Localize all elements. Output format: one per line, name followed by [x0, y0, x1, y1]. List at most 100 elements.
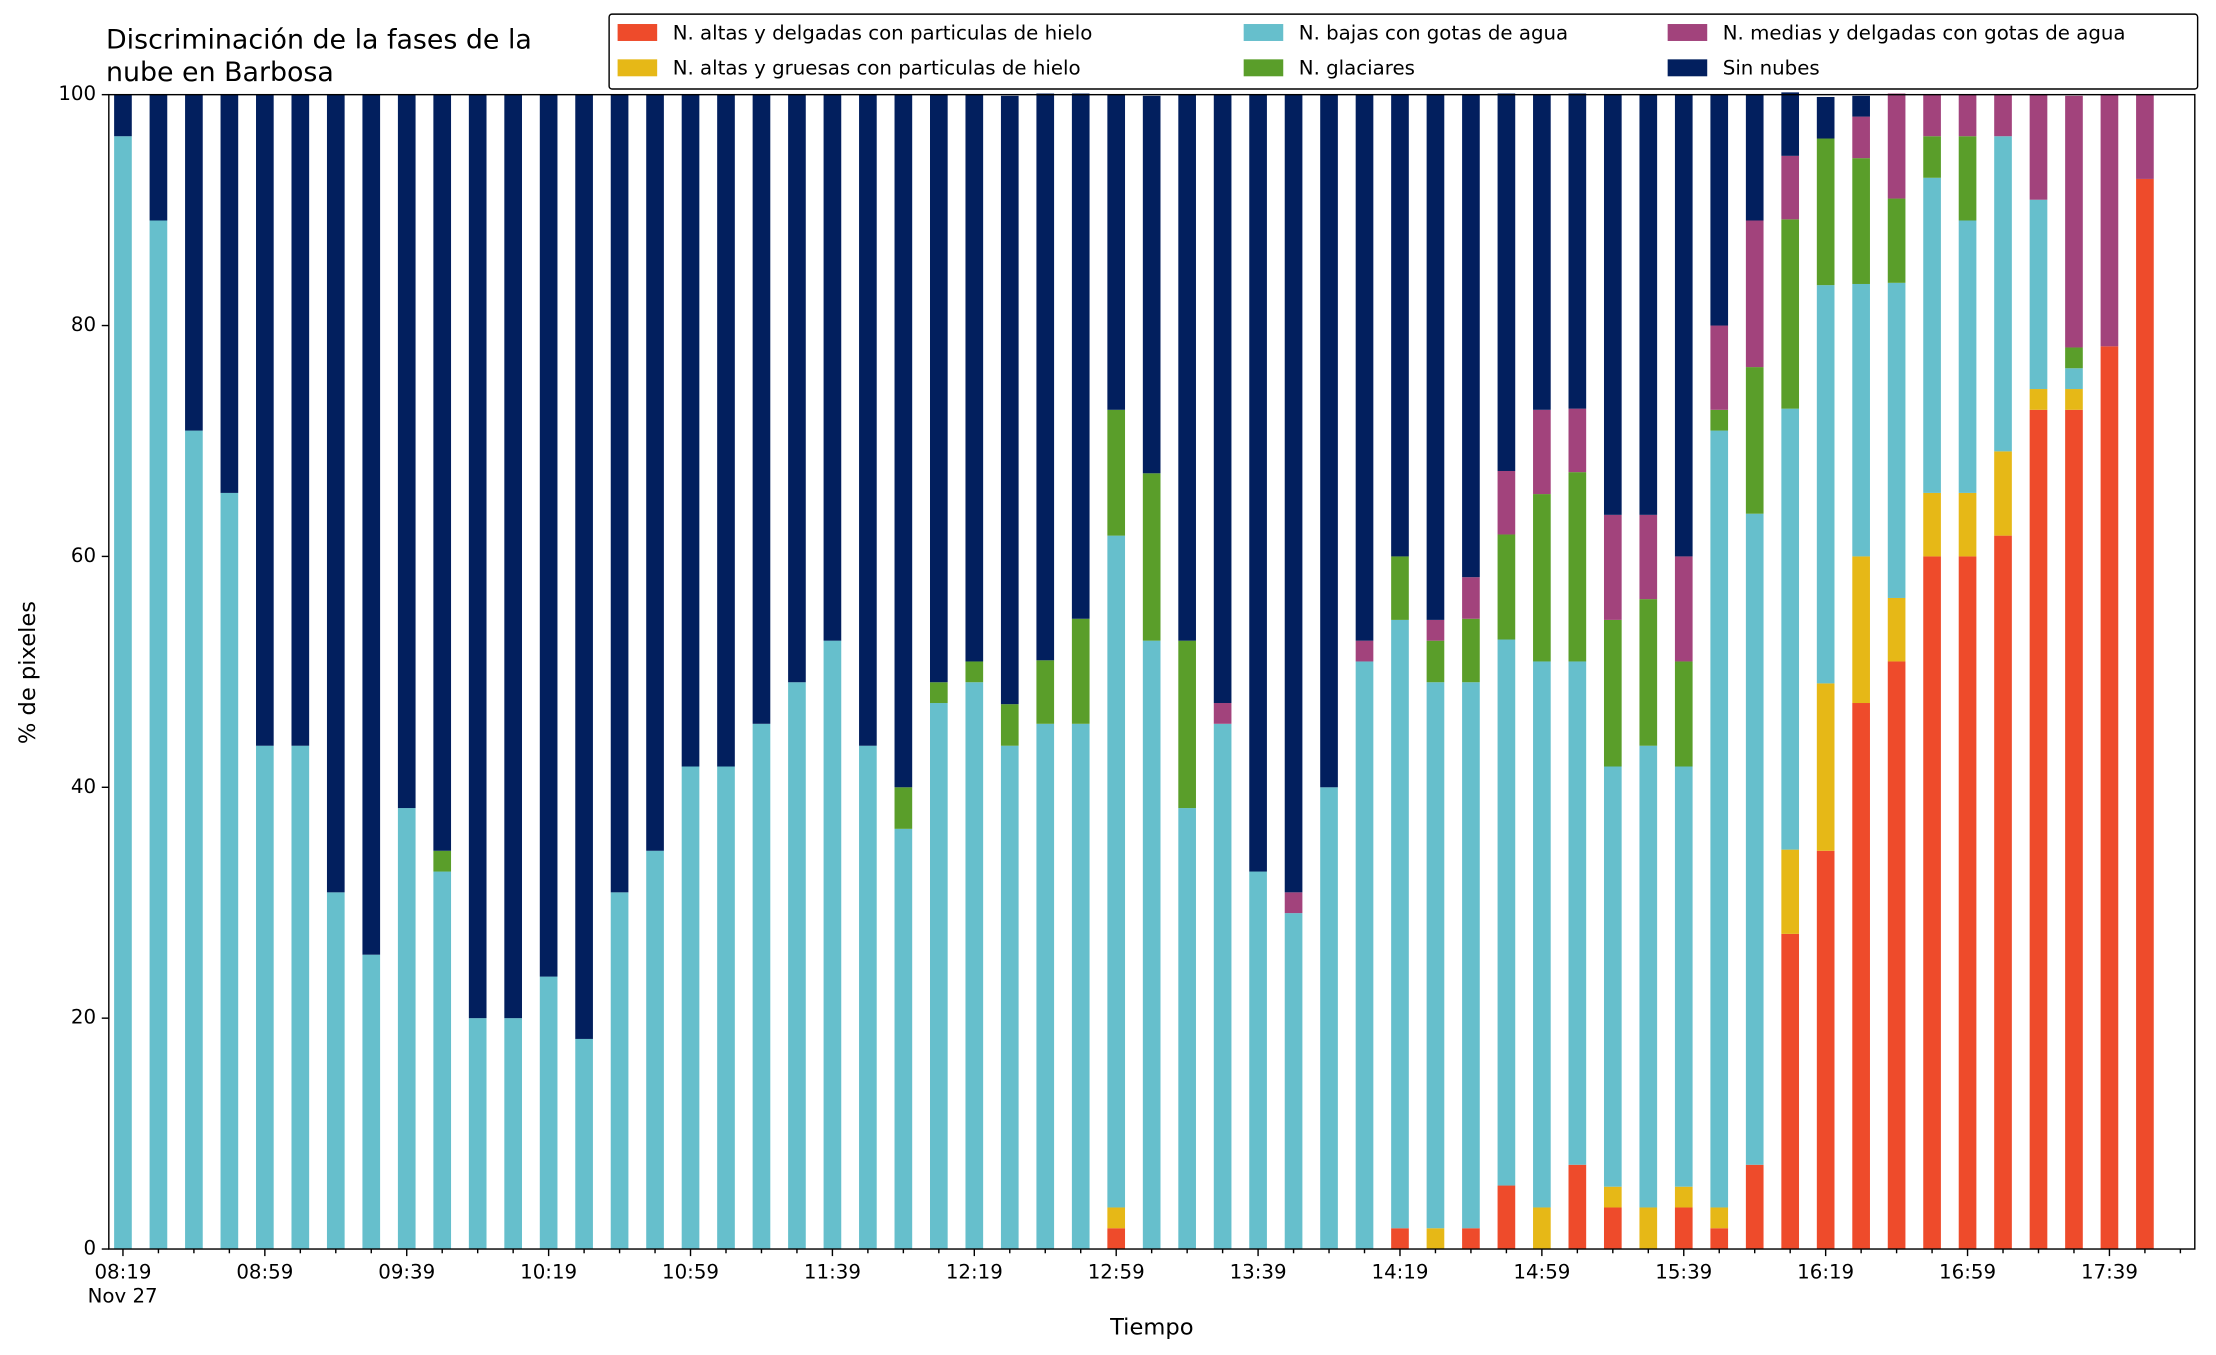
bar-segment [433, 850, 452, 872]
y-tick-label: 20 [71, 1006, 96, 1029]
bar-segment [1745, 94, 1764, 221]
bar-segment [1533, 494, 1551, 662]
bar-segment [1462, 1228, 1480, 1250]
bar-segment [1603, 1186, 1622, 1208]
bar-segment [1923, 94, 1941, 137]
bar-segment [2100, 94, 2119, 347]
bar-segment [1568, 661, 1587, 1165]
bar-segment [2029, 409, 2048, 1250]
bar-segment [1745, 220, 1764, 368]
bar-segment [2065, 389, 2083, 410]
bar-segment [1213, 703, 1232, 724]
x-tick-label: 17:39 [2081, 1261, 2138, 1284]
bar-segment [1994, 94, 2012, 137]
bar-segment [1603, 1207, 1622, 1250]
bar-segment [1000, 704, 1019, 746]
x-tick-label: 08:19 [94, 1261, 151, 1284]
bar-segment [185, 430, 203, 1250]
bar-segment [1178, 94, 1196, 641]
bar-segment [1142, 95, 1161, 474]
bar-segment [1497, 470, 1516, 535]
bar-segment [1816, 138, 1835, 286]
bar-segment [1320, 787, 1338, 1250]
bar-segment [1355, 94, 1374, 641]
bar-segment [1426, 1228, 1445, 1250]
bar-segment [823, 640, 842, 1250]
bar-segment [1639, 94, 1658, 515]
bar-segment [1887, 198, 1906, 283]
bar-segment [1923, 136, 1941, 178]
bar-segment [1107, 1228, 1126, 1250]
bar-segment [1391, 94, 1409, 557]
bar-segment [1213, 723, 1232, 1250]
bar-segment [1710, 1228, 1729, 1250]
bar-segment [1071, 93, 1090, 619]
bar-segment [1816, 850, 1835, 1250]
bar-segment [1816, 285, 1835, 684]
bar-segment [1958, 94, 1977, 137]
bar-segment [681, 94, 700, 767]
bar-segment [1994, 136, 2012, 452]
bar-segment [149, 94, 168, 221]
bar-segment [823, 94, 842, 641]
bar-segment [362, 954, 381, 1250]
bar-segment [1923, 556, 1941, 1250]
bar-segment [2136, 178, 2154, 1250]
bar-segment [433, 871, 452, 1250]
bar-segment [1000, 745, 1019, 1250]
bar-segment [1639, 514, 1658, 600]
bar-segment [646, 850, 664, 1250]
x-tick-label: 16:59 [1939, 1261, 1996, 1284]
x-tick-label: 12:19 [946, 1261, 1003, 1284]
legend-swatch [1667, 24, 1708, 41]
bar-segment [1107, 1207, 1126, 1229]
x-tick-label: 09:39 [378, 1261, 435, 1284]
y-tick-label: 60 [71, 544, 96, 567]
x-tick-label: 13:39 [1230, 1261, 1287, 1284]
bar-segment [859, 745, 877, 1250]
bar-segment [1497, 93, 1516, 471]
bar-segment [326, 892, 345, 1250]
bar-segment [610, 94, 629, 893]
bar-segment [1533, 661, 1551, 1208]
bar-segment [1071, 618, 1090, 724]
plot-frame [108, 93, 2196, 1250]
bar-segment [717, 94, 735, 767]
bar-segment [1994, 535, 2012, 1250]
bar-segment [1852, 556, 1870, 704]
bar-segment [1781, 219, 1800, 409]
bar-segment [1958, 492, 1977, 557]
bar-segment [1391, 556, 1409, 620]
y-tick-label: 100 [58, 82, 96, 105]
bar-segment [752, 94, 771, 724]
bar-segment [1994, 451, 2012, 536]
x-tick-label: 14:59 [1513, 1261, 1570, 1284]
bar-segment [1887, 661, 1906, 1250]
bar-segment [681, 766, 700, 1250]
legend-label: N. bajas con gotas de agua [1299, 21, 1568, 44]
bar-segment [397, 94, 416, 809]
x-tick-label: 16:19 [1797, 1261, 1854, 1284]
bar-segment [1745, 513, 1764, 1165]
x-tick-label: 15:39 [1655, 1261, 1712, 1284]
bar-segment [1852, 116, 1870, 159]
bar-segment [965, 682, 984, 1250]
bar-segment [610, 892, 629, 1250]
bar-segment [1036, 723, 1055, 1250]
bar-segment [2029, 94, 2048, 200]
legend-label: N. glaciares [1299, 57, 1415, 80]
chart-title: nube en Barbosa [106, 57, 334, 88]
bar-segment [291, 94, 310, 746]
bar-segment [1036, 93, 1055, 661]
bar-segment [1497, 1185, 1516, 1250]
legend-swatch [1243, 24, 1284, 41]
legend-box [608, 13, 2199, 90]
bar-segment [1568, 408, 1587, 473]
bar-segment [433, 94, 452, 851]
bar-segment [1533, 94, 1551, 410]
bar-segment [894, 787, 913, 829]
x-tick-label: 10:59 [662, 1261, 719, 1284]
bar-segment [1142, 473, 1161, 641]
bar-segment [1213, 94, 1232, 704]
x-tick-label: 10:19 [520, 1261, 577, 1284]
